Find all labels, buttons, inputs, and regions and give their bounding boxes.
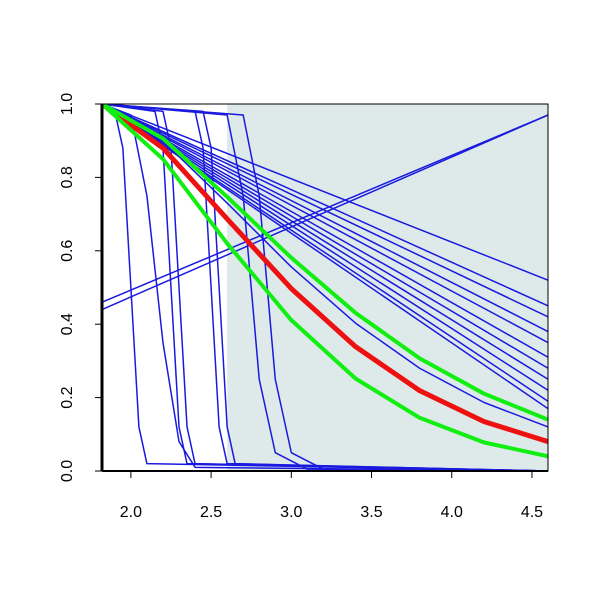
series-line [102, 104, 548, 422]
x-tick-label: 4.5 [521, 504, 543, 521]
series-line [102, 104, 548, 344]
x-tick-label: 3.5 [360, 504, 382, 521]
x-tick-label: 2.5 [200, 504, 222, 521]
y-tick-label: 0.4 [59, 313, 76, 335]
x-tick-label: 4.0 [441, 504, 463, 521]
series-line [102, 104, 548, 471]
series-line [102, 104, 548, 471]
y-tick-label: 0.8 [59, 166, 76, 188]
plot-area [102, 104, 548, 471]
y-tick-label: 0.6 [59, 240, 76, 262]
series-line [102, 104, 548, 333]
series-line [102, 104, 548, 471]
series-line [102, 104, 548, 445]
x-tick-label: 3.0 [280, 504, 302, 521]
series-line [102, 104, 548, 428]
y-tick-label: 0.2 [59, 386, 76, 408]
series-line [102, 104, 548, 281]
series-line [102, 104, 548, 318]
series-line [102, 104, 548, 471]
series-line [102, 104, 548, 459]
x-tick-label: 2.0 [120, 504, 142, 521]
series-line [102, 114, 548, 311]
series-line [102, 104, 548, 358]
y-tick-label: 1.0 [59, 93, 76, 115]
series-line [102, 104, 548, 307]
y-tick-label: 0.0 [59, 460, 76, 482]
series-line [102, 104, 548, 471]
series-line [102, 114, 548, 303]
